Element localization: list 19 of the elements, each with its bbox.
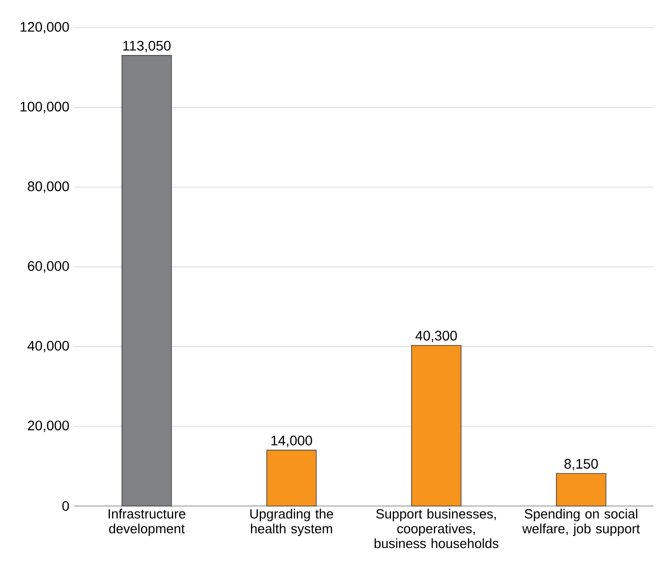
y-tick-label: 100,000 xyxy=(20,102,69,114)
x-tick-label: Support businesses, cooperatives, business households xyxy=(374,508,498,548)
bar xyxy=(556,473,606,506)
y-tick-label: 120,000 xyxy=(20,22,69,34)
bar xyxy=(122,54,172,506)
x-tick-label: Spending on social welfare, job support xyxy=(522,508,640,536)
y-tick-label: 20,000 xyxy=(28,420,69,432)
y-tick-label: 60,000 xyxy=(28,261,69,272)
x-tick-label: Infrastructure development xyxy=(108,508,186,536)
x-tick-label: Upgrading the health system xyxy=(250,508,334,536)
data-label: 40,300 xyxy=(416,330,457,342)
bar xyxy=(411,344,462,506)
data-label: 113,050 xyxy=(123,40,171,52)
y-tick-label: 40,000 xyxy=(28,340,69,352)
data-label: 8,150 xyxy=(564,458,598,470)
y-tick-label: 80,000 xyxy=(28,181,69,193)
data-label: 14,000 xyxy=(271,435,312,447)
bar xyxy=(266,450,317,506)
y-tick-label: 0 xyxy=(62,500,69,511)
